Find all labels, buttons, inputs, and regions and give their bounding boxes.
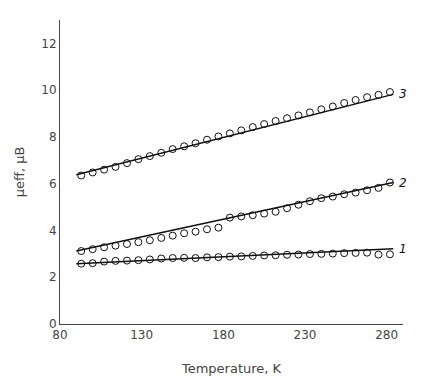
svg-text:180: 180	[212, 328, 235, 342]
svg-text:0: 0	[49, 317, 57, 331]
svg-text:8: 8	[49, 130, 57, 144]
svg-text:6: 6	[49, 177, 57, 191]
svg-text:280: 280	[375, 328, 398, 342]
svg-text:1: 1	[399, 242, 407, 256]
svg-text:2: 2	[49, 270, 57, 284]
svg-text:4: 4	[49, 224, 57, 238]
svg-text:230: 230	[294, 328, 317, 342]
svg-text:10: 10	[41, 83, 56, 97]
svg-text:μeff, μB: μeff, μB	[12, 147, 27, 198]
svg-text:Temperature, K: Temperature, K	[181, 361, 282, 376]
svg-text:130: 130	[130, 328, 153, 342]
svg-text:3: 3	[399, 87, 407, 101]
svg-text:80: 80	[52, 328, 67, 342]
svg-text:12: 12	[41, 37, 56, 51]
svg-text:2: 2	[399, 176, 407, 190]
